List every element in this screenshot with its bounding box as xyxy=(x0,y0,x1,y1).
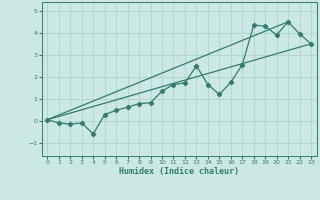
X-axis label: Humidex (Indice chaleur): Humidex (Indice chaleur) xyxy=(119,167,239,176)
